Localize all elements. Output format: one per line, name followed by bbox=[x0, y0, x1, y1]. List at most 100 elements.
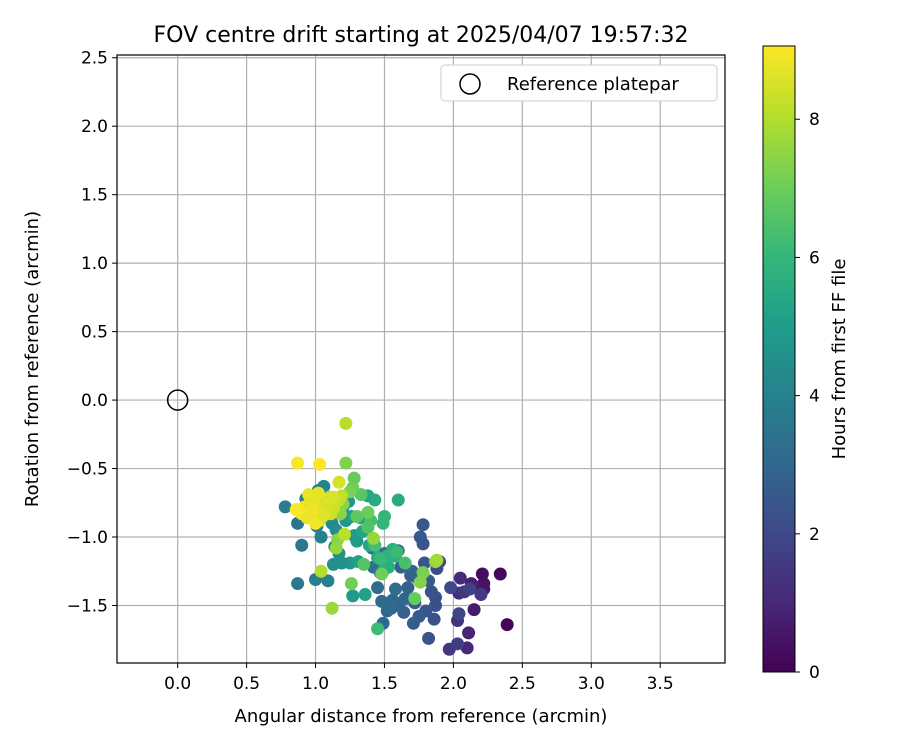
data-point bbox=[416, 537, 430, 551]
data-point bbox=[462, 626, 476, 640]
x-tick-label: 2.0 bbox=[440, 674, 467, 694]
legend-reference-marker bbox=[459, 73, 481, 95]
colorbar-label: Hours from first FF file bbox=[829, 259, 850, 460]
legend: Reference platepar bbox=[440, 64, 718, 102]
data-point bbox=[416, 518, 430, 532]
data-point bbox=[309, 516, 323, 530]
y-tick-label: 2.5 bbox=[81, 49, 108, 69]
data-point bbox=[500, 618, 514, 632]
data-point bbox=[339, 456, 353, 470]
data-point bbox=[311, 486, 325, 500]
x-tick-label: 2.5 bbox=[509, 674, 536, 694]
y-axis-ticks: −1.5 −1.0 −0.5 0.0 0.5 1.0 1.5 2.0 2.5 bbox=[67, 49, 117, 616]
data-point bbox=[314, 530, 328, 544]
data-point bbox=[375, 594, 389, 608]
data-point bbox=[306, 503, 320, 517]
y-tick-label: 2.0 bbox=[81, 117, 108, 137]
colorbar: 0 2 4 6 8 Hours from first FF file bbox=[762, 45, 850, 683]
chart-title: FOV centre drift starting at 2025/04/07 … bbox=[154, 23, 689, 48]
data-point bbox=[417, 556, 431, 570]
data-point bbox=[427, 612, 441, 626]
x-tick-label: 3.0 bbox=[578, 674, 605, 694]
data-point bbox=[344, 577, 358, 591]
data-point bbox=[408, 592, 422, 606]
data-point bbox=[428, 598, 442, 612]
colorbar-tick-label: 8 bbox=[809, 110, 820, 130]
x-axis-ticks: 0.0 0.5 1.0 1.5 2.0 2.5 3.0 3.5 bbox=[164, 663, 674, 694]
data-point bbox=[346, 589, 360, 603]
data-point bbox=[357, 557, 371, 571]
data-point bbox=[295, 538, 309, 552]
data-point bbox=[398, 556, 412, 570]
y-tick-label: 1.0 bbox=[81, 254, 108, 274]
x-tick-label: 1.0 bbox=[302, 674, 329, 694]
data-point bbox=[493, 567, 507, 581]
y-tick-label: −0.5 bbox=[67, 460, 108, 480]
y-tick-label: −1.5 bbox=[67, 596, 108, 616]
colorbar-ticks: 0 2 4 6 8 bbox=[795, 110, 820, 683]
colorbar-tick-label: 0 bbox=[809, 663, 820, 683]
data-point bbox=[332, 475, 346, 489]
data-point bbox=[368, 493, 382, 507]
data-point bbox=[452, 607, 466, 621]
data-point bbox=[453, 571, 467, 585]
colorbar-tick-label: 4 bbox=[809, 387, 820, 407]
colorbar-gradient bbox=[762, 45, 796, 673]
data-point bbox=[326, 490, 340, 504]
data-point bbox=[474, 588, 488, 602]
data-point bbox=[361, 505, 375, 519]
data-point bbox=[401, 581, 415, 595]
plot-area: 0.0 0.5 1.0 1.5 2.0 2.5 3.0 3.5 −1.5 −1.0 −0.5 0.0… bbox=[67, 49, 726, 694]
data-point bbox=[291, 577, 305, 591]
legend-box bbox=[440, 64, 718, 102]
data-point bbox=[347, 471, 361, 485]
reference-platepar-marker bbox=[166, 389, 189, 411]
y-tick-label: 0.0 bbox=[81, 391, 108, 411]
data-point bbox=[313, 457, 327, 471]
data-point bbox=[406, 616, 420, 630]
data-point bbox=[371, 581, 385, 595]
y-tick-label: 0.5 bbox=[81, 323, 108, 343]
data-point bbox=[278, 500, 292, 514]
data-point bbox=[376, 516, 390, 530]
colorbar-tick-label: 6 bbox=[809, 248, 820, 268]
data-point bbox=[391, 493, 405, 507]
x-tick-label: 0.5 bbox=[233, 674, 260, 694]
data-point bbox=[388, 582, 402, 596]
y-axis-label: Rotation from reference (arcmin) bbox=[22, 211, 43, 507]
data-point bbox=[289, 503, 303, 517]
data-point bbox=[366, 531, 380, 545]
data-point bbox=[339, 416, 353, 430]
x-axis-label: Angular distance from reference (arcmin) bbox=[235, 706, 608, 727]
data-point bbox=[326, 557, 340, 571]
x-tick-label: 3.5 bbox=[647, 674, 674, 694]
data-point bbox=[424, 585, 438, 599]
x-tick-label: 0.0 bbox=[164, 674, 191, 694]
legend-reference-label: Reference platepar bbox=[507, 74, 679, 95]
plot-frame bbox=[116, 54, 726, 664]
data-point bbox=[291, 456, 305, 470]
y-tick-label: −1.0 bbox=[67, 528, 108, 548]
data-point bbox=[373, 552, 387, 566]
data-point bbox=[384, 601, 398, 615]
data-point bbox=[325, 601, 339, 615]
data-point bbox=[350, 509, 364, 523]
data-point bbox=[358, 588, 372, 602]
data-point bbox=[430, 553, 444, 567]
data-point bbox=[413, 575, 427, 589]
data-point bbox=[317, 508, 331, 522]
data-point bbox=[390, 545, 404, 559]
data-points bbox=[278, 416, 514, 656]
data-point bbox=[337, 527, 351, 541]
data-point bbox=[451, 637, 465, 651]
data-point bbox=[361, 520, 375, 534]
data-point bbox=[444, 581, 458, 595]
data-point bbox=[314, 564, 328, 578]
data-point bbox=[422, 631, 436, 645]
x-tick-label: 1.5 bbox=[371, 674, 398, 694]
data-point bbox=[371, 622, 385, 636]
colorbar-tick-label: 2 bbox=[809, 525, 820, 545]
data-point bbox=[475, 567, 489, 581]
data-point bbox=[463, 582, 477, 596]
